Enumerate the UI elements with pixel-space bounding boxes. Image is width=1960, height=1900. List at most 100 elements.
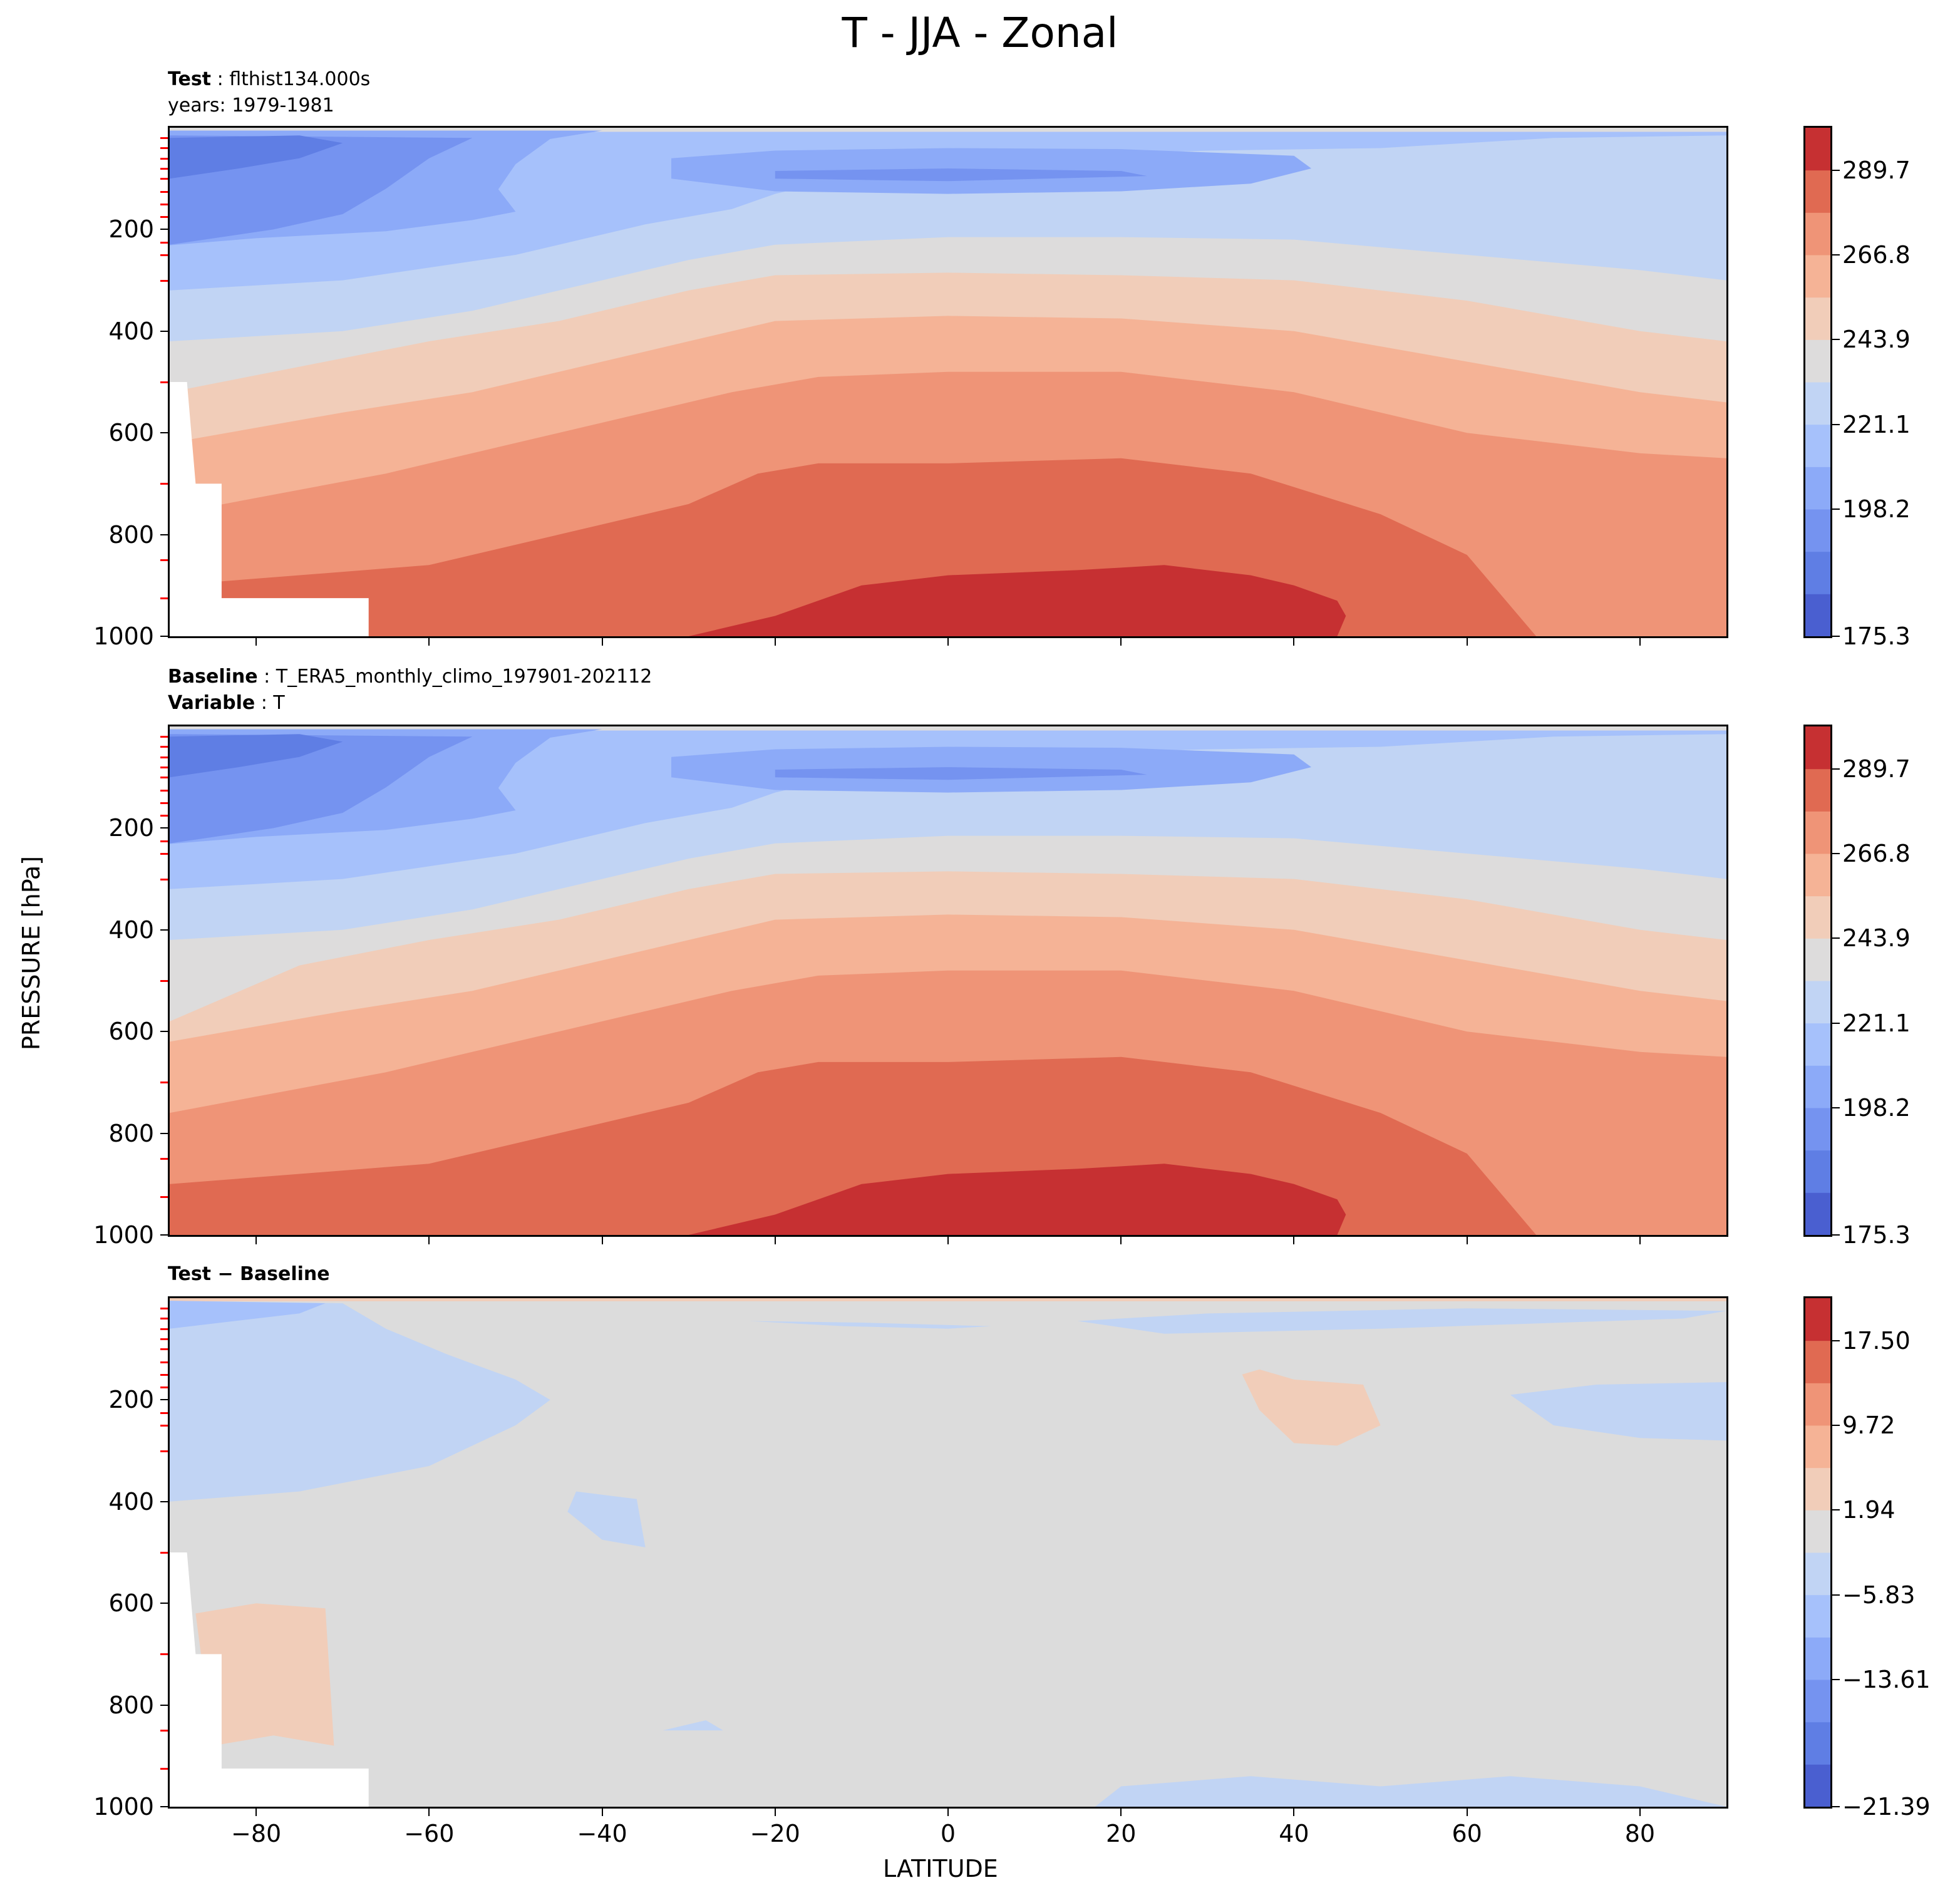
top-strip (170, 1298, 1726, 1301)
pressure-level-mark (160, 756, 168, 758)
colorbar-swatch (1805, 551, 1830, 594)
colorbar-swatch (1805, 726, 1830, 770)
pressure-level-mark (160, 203, 168, 205)
x-tick-mark (1120, 1237, 1122, 1244)
y-tick-label: 200 (108, 215, 154, 244)
x-tick-mark (428, 1809, 430, 1816)
neg-region-small (663, 1720, 723, 1731)
x-tick-mark (428, 1237, 430, 1244)
pressure-level-mark (160, 157, 168, 160)
neg-region-left (170, 1298, 550, 1502)
x-tick-mark (601, 1237, 603, 1244)
neg-region-mid (567, 1491, 646, 1547)
colorbar-swatch (1805, 938, 1830, 981)
contour-fill-svg (170, 128, 1726, 636)
y-tick-label: 400 (108, 916, 154, 944)
y-tick-label: 800 (108, 520, 154, 549)
colorbar-swatch (1805, 1383, 1830, 1426)
contour-fill-svg (170, 726, 1726, 1235)
y-tick-label: 400 (108, 1487, 154, 1515)
band-278 (170, 458, 1726, 636)
colorbar-tick-mark (1832, 423, 1840, 425)
colorbar-tick-mark (1832, 1806, 1840, 1807)
header-value: : T_ERA5_monthly_climo_197901-202112 (257, 666, 652, 688)
x-tick-mark (255, 1237, 257, 1244)
colorbar-tick-label: 289.7 (1842, 156, 1911, 184)
neg-region-bottom (1095, 1776, 1726, 1807)
neg-region-top (749, 1321, 992, 1329)
pressure-level-mark (160, 1450, 168, 1452)
colorbar-swatch (1805, 811, 1830, 854)
pressure-level-mark (160, 254, 168, 256)
pressure-level-mark (160, 853, 168, 855)
colorbar-tick-label: −5.83 (1842, 1581, 1916, 1609)
panel-header-baseline: Baseline : T_ERA5_monthly_climo_197901-2… (168, 664, 652, 716)
pressure-level-mark (160, 1552, 168, 1554)
x-tick-mark (947, 1237, 949, 1244)
y-tick-label: 200 (108, 1386, 154, 1414)
panel-header-line: Test − Baseline (168, 1261, 330, 1288)
colorbar-swatch (1805, 339, 1830, 383)
header-key: Test (168, 68, 212, 90)
colorbar-tick-mark (1832, 1594, 1840, 1596)
colorbar-tick-label: 243.9 (1842, 326, 1911, 354)
pressure-level-mark (160, 1730, 168, 1732)
colorbar-svg (1805, 1298, 1830, 1807)
x-tick-mark (601, 638, 603, 646)
colorbar-swatch (1805, 128, 1830, 171)
contour-plot-diff (168, 1296, 1728, 1809)
pressure-level-mark (160, 980, 168, 982)
colorbar-swatch (1805, 382, 1830, 425)
y-tick-label: 1000 (93, 1221, 154, 1249)
colorbar-swatch (1805, 896, 1830, 939)
x-tick-label: −40 (577, 1820, 627, 1847)
y-tick-mark (160, 534, 168, 535)
x-tick-label: 60 (1452, 1820, 1482, 1847)
panel-header-diff: Test − Baseline (168, 1261, 330, 1288)
y-tick-mark (160, 1500, 168, 1502)
colorbar-tick-mark (1832, 169, 1840, 171)
colorbar-tick-label: 198.2 (1842, 495, 1911, 523)
panel-header-line: years: 1979-1981 (168, 93, 370, 119)
colorbar-swatch (1805, 1425, 1830, 1469)
colorbar-swatch (1805, 1298, 1830, 1341)
pressure-level-mark (160, 1328, 168, 1330)
colorbar-swatch (1805, 1552, 1830, 1596)
x-tick-mark (428, 638, 430, 646)
y-tick-mark (160, 432, 168, 434)
pressure-level-mark (160, 1196, 168, 1199)
y-tick-mark (160, 1031, 168, 1033)
colorbar-tick-label: 198.2 (1842, 1094, 1911, 1122)
x-tick-label: 80 (1624, 1820, 1656, 1847)
pressure-level-mark (160, 840, 168, 842)
neg-region-left-2 (170, 1301, 326, 1329)
y-tick-mark (160, 1704, 168, 1706)
y-tick-label: 400 (108, 317, 154, 345)
y-tick-label: 1000 (93, 1793, 154, 1820)
band-290 (170, 565, 1726, 636)
colorbar-test (1803, 126, 1832, 638)
pressure-level-mark (160, 559, 168, 562)
x-tick-mark (1120, 638, 1122, 646)
colorbar-swatch (1805, 509, 1830, 552)
colorbar-tick-mark (1832, 937, 1840, 939)
tropical-core-2 (775, 168, 1147, 182)
header-key: Variable (168, 692, 255, 714)
colorbar-tick-mark (1832, 509, 1840, 510)
cold-core-1 (170, 734, 343, 778)
colorbar-swatch (1805, 1150, 1830, 1193)
colorbar-swatch (1805, 424, 1830, 467)
pressure-level-mark (160, 789, 168, 792)
colorbar-swatch (1805, 1340, 1830, 1383)
colorbar-tick-label: 9.72 (1842, 1412, 1896, 1439)
panel-header-test: Test : flthist134.000s years: 1979-1981 (168, 66, 370, 119)
colorbar-swatch (1805, 255, 1830, 298)
y-tick-mark (160, 827, 168, 829)
y-tick-mark (160, 229, 168, 230)
colorbar-swatch (1805, 1065, 1830, 1108)
colorbar-tick-label: 221.1 (1842, 1009, 1911, 1037)
y-tick-label: 800 (108, 1119, 154, 1147)
colorbar-tick-mark (1832, 636, 1840, 637)
pressure-level-mark (160, 1412, 168, 1414)
pressure-level-mark (160, 1768, 168, 1770)
